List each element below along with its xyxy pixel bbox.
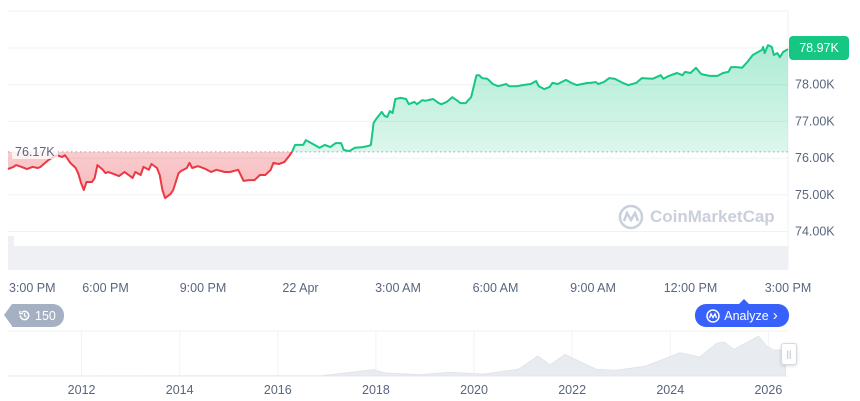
price-line-down bbox=[7, 151, 350, 200]
navigator-year-label: 2016 bbox=[264, 383, 292, 397]
watermark: CoinMarketCap bbox=[618, 204, 775, 230]
analyze-label: Analyze bbox=[724, 308, 769, 323]
x-tick-label: 9:00 AM bbox=[570, 281, 616, 295]
navigator-year-label: 2022 bbox=[558, 383, 586, 397]
history-clock-icon bbox=[19, 310, 30, 321]
x-tick-label: 6:00 AM bbox=[473, 281, 519, 295]
volume-area bbox=[8, 246, 788, 270]
volume-area-start bbox=[8, 236, 14, 270]
navigator-year-label: 2024 bbox=[656, 383, 684, 397]
navigator-history-area bbox=[7, 335, 786, 377]
x-tick-label: 3:00 PM bbox=[765, 281, 812, 295]
cmc-logo-icon bbox=[618, 204, 644, 230]
cmc-logo-icon bbox=[706, 308, 720, 323]
x-tick-label: 3:00 PM bbox=[9, 281, 56, 295]
navigator-year-label: 2014 bbox=[166, 383, 194, 397]
price-area-up bbox=[291, 45, 788, 152]
navigator-year-label: 2020 bbox=[460, 383, 488, 397]
navigator-handle[interactable]: || bbox=[781, 343, 797, 365]
price-line-up bbox=[290, 44, 789, 152]
watermark-text: CoinMarketCap bbox=[650, 207, 775, 226]
history-badge[interactable]: 150 bbox=[4, 304, 64, 327]
y-tick-label: 77.00K bbox=[795, 114, 835, 128]
baseline-label: 76.17K bbox=[12, 145, 58, 159]
x-tick-label: 12:00 PM bbox=[664, 281, 718, 295]
navigator-year-label: 2026 bbox=[754, 383, 782, 397]
current-price-tag: 78.97K bbox=[789, 36, 849, 60]
history-count: 150 bbox=[35, 308, 56, 323]
analyze-button[interactable]: Analyze › bbox=[695, 299, 789, 327]
x-tick-label: 3:00 AM bbox=[375, 281, 421, 295]
chevron-right-icon: › bbox=[772, 307, 778, 324]
navigator-year-label: 2018 bbox=[362, 383, 390, 397]
navigator-year-label: 2012 bbox=[68, 383, 96, 397]
x-tick-label: 9:00 PM bbox=[180, 281, 227, 295]
y-tick-label: 78.00K bbox=[795, 78, 835, 92]
y-tick-label: 76.00K bbox=[795, 151, 835, 165]
x-tick-label: 22 Apr bbox=[282, 281, 318, 295]
y-tick-label: 75.00K bbox=[795, 188, 835, 202]
navigator[interactable]: 2012 2014 2016 2018 2020 2022 2024 2026 bbox=[7, 330, 788, 397]
x-tick-label: 6:00 PM bbox=[82, 281, 129, 295]
price-area-down bbox=[8, 151, 788, 199]
y-tick-label: 74.00K bbox=[795, 225, 835, 239]
